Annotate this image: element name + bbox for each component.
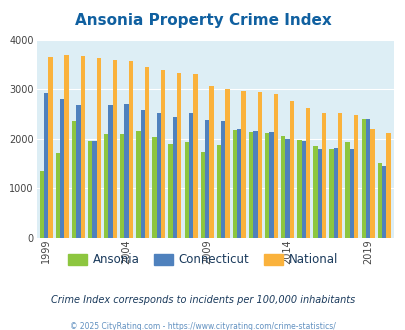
Bar [168, 144, 173, 238]
Bar [285, 139, 289, 238]
Bar [161, 70, 165, 238]
Bar [124, 104, 128, 238]
Bar [321, 113, 326, 238]
Bar [184, 142, 188, 238]
Bar [177, 73, 181, 238]
Bar [317, 148, 321, 238]
Bar [64, 55, 68, 238]
Bar [280, 136, 285, 238]
Bar [301, 141, 305, 238]
Bar [120, 134, 124, 238]
Bar [345, 142, 349, 238]
Bar [92, 141, 96, 238]
Bar [188, 114, 193, 238]
Bar [76, 105, 80, 238]
Bar [305, 108, 309, 238]
Bar [248, 132, 253, 238]
Bar [108, 105, 113, 238]
Bar [60, 100, 64, 238]
Bar [104, 134, 108, 238]
Bar [136, 131, 140, 238]
Bar [48, 57, 53, 238]
Bar [193, 74, 197, 238]
Bar [273, 94, 277, 238]
Bar [220, 121, 225, 238]
Text: © 2025 CityRating.com - https://www.cityrating.com/crime-statistics/: © 2025 CityRating.com - https://www.city… [70, 322, 335, 330]
Bar [269, 132, 273, 238]
Text: Ansonia Property Crime Index: Ansonia Property Crime Index [75, 13, 330, 28]
Bar [333, 148, 337, 238]
Bar [365, 119, 369, 238]
Bar [257, 92, 261, 238]
Bar [80, 56, 85, 238]
Bar [156, 113, 161, 238]
Bar [253, 131, 257, 238]
Bar [216, 145, 220, 238]
Bar [241, 91, 245, 238]
Bar [145, 67, 149, 238]
Bar [173, 117, 177, 238]
Bar [40, 171, 44, 238]
Bar [55, 153, 60, 238]
Bar [381, 166, 386, 238]
Bar [88, 141, 92, 238]
Bar [225, 89, 229, 238]
Bar [337, 114, 341, 238]
Bar [209, 86, 213, 238]
Bar [140, 110, 145, 238]
Bar [128, 61, 133, 238]
Bar [237, 129, 241, 238]
Bar [369, 129, 374, 238]
Bar [377, 163, 381, 238]
Bar [264, 133, 269, 238]
Legend: Ansonia, Connecticut, National: Ansonia, Connecticut, National [68, 253, 337, 266]
Bar [386, 133, 390, 238]
Bar [296, 140, 301, 238]
Bar [113, 60, 117, 238]
Bar [361, 119, 365, 238]
Bar [72, 121, 76, 238]
Bar [152, 137, 156, 238]
Bar [313, 146, 317, 238]
Bar [353, 115, 358, 238]
Bar [232, 130, 237, 238]
Bar [349, 149, 353, 238]
Bar [96, 58, 101, 238]
Bar [205, 120, 209, 238]
Text: Crime Index corresponds to incidents per 100,000 inhabitants: Crime Index corresponds to incidents per… [51, 295, 354, 305]
Bar [289, 101, 293, 238]
Bar [328, 148, 333, 238]
Bar [200, 152, 205, 238]
Bar [44, 93, 48, 238]
